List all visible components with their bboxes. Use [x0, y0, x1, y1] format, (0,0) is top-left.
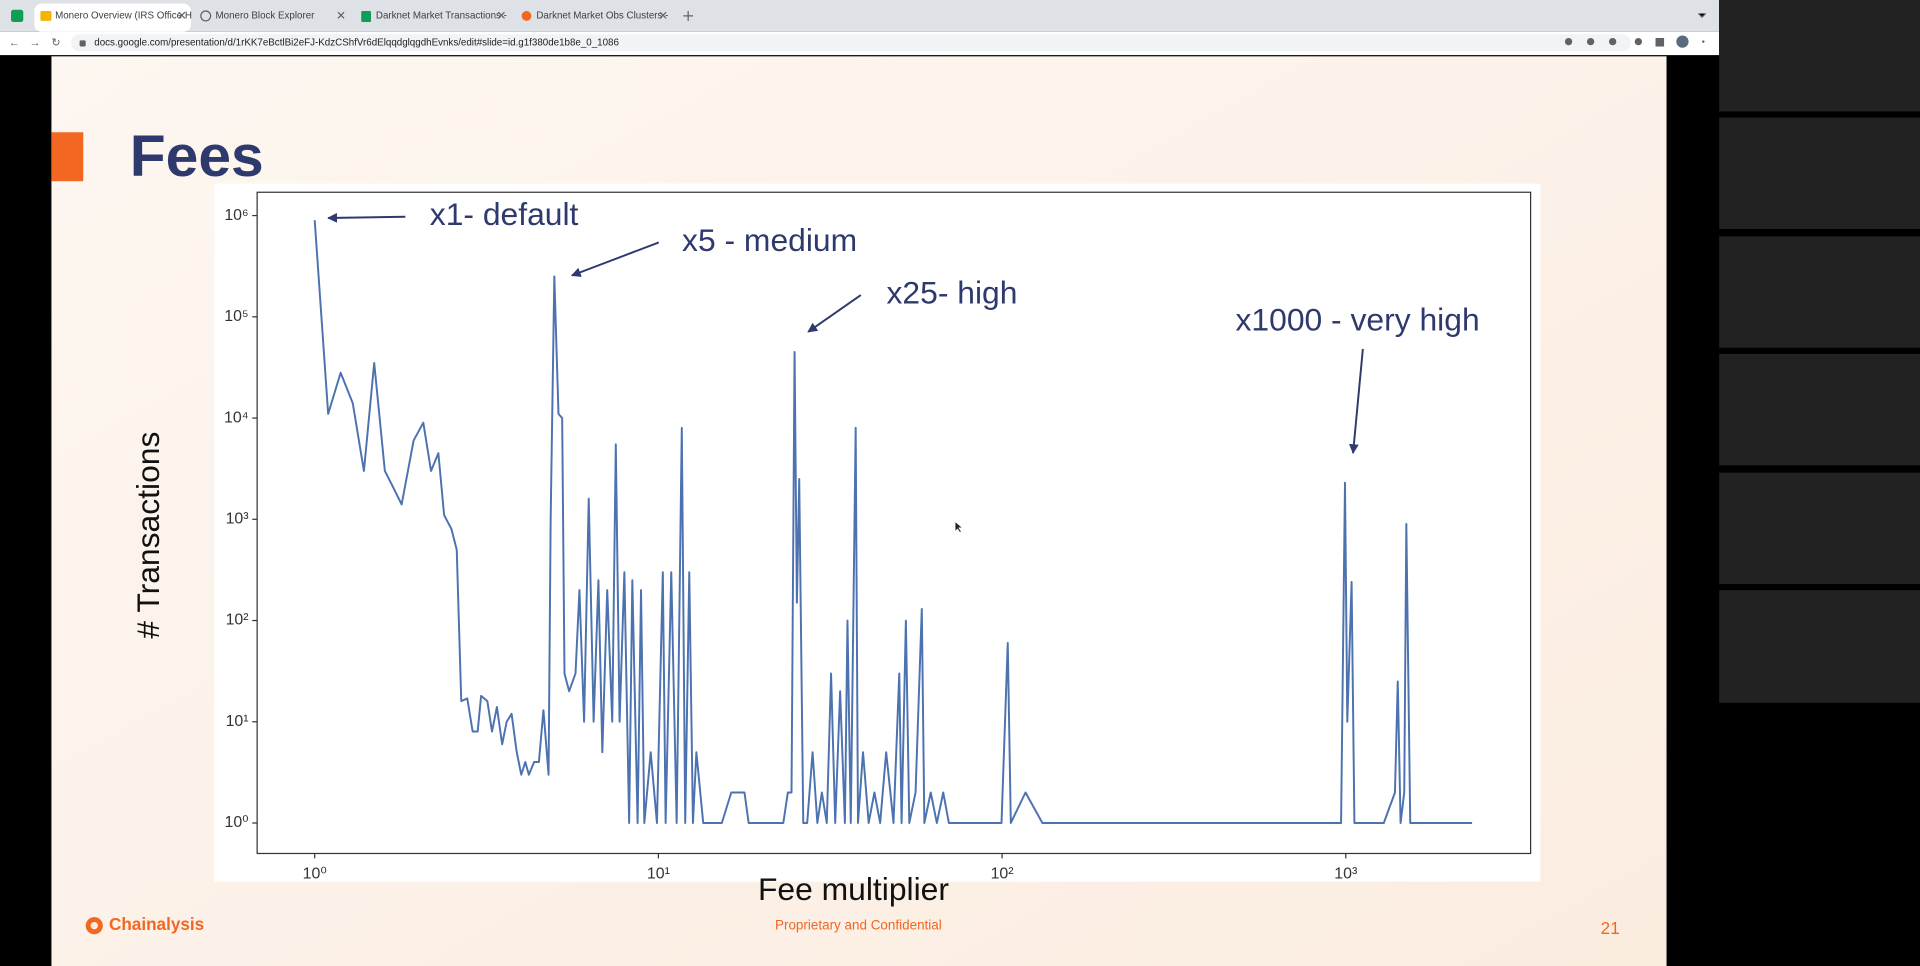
url[interactable]: docs.google.com/presentation/d/1rKK7eBct…: [94, 37, 619, 48]
app-icon: [11, 9, 24, 23]
y-tick-label: 10²: [226, 612, 249, 629]
lock-icon: [79, 40, 86, 47]
annotation: x1000 - very high: [1236, 301, 1480, 337]
address-bar[interactable]: [71, 34, 1632, 52]
y-axis-label: # Transactions: [130, 432, 166, 639]
annotation: x5 - medium: [682, 222, 857, 258]
x-tick-label: 10²: [991, 865, 1014, 882]
tab-title[interactable]: Darknet Market Obs Clusters -: [536, 11, 668, 22]
brand-logo: [85, 917, 103, 935]
tab-title[interactable]: Darknet Market Transactions -: [376, 11, 507, 22]
y-tick-label: 10⁴: [224, 409, 249, 426]
annotation: x25- high: [887, 275, 1018, 311]
page-number: 21: [1601, 918, 1620, 938]
plot-frame: [256, 191, 1532, 855]
svg-text:→: →: [29, 37, 40, 49]
annotation-arrow: [1349, 348, 1364, 455]
participant-tiles: [1719, 0, 1920, 703]
svg-text:↻: ↻: [51, 37, 60, 49]
y-tick-label: 10¹: [226, 713, 249, 730]
participants-panel: [1719, 0, 1920, 705]
tab-icon: [40, 11, 52, 21]
nav-buttons: ← → ↻: [9, 37, 61, 49]
tab-strip: [0, 0, 1720, 32]
title-accent: [51, 132, 84, 182]
data-line: [313, 220, 1473, 824]
annotation-arrow: [570, 241, 660, 277]
footer: Proprietary and Confidential: [775, 917, 942, 932]
tab-icon: [521, 11, 532, 21]
y-tick-label: 10³: [226, 510, 249, 527]
tab-close-icons: [178, 11, 1707, 21]
x-tick-label: 10⁰: [303, 865, 327, 882]
x-axis-label: Fee multiplier: [758, 871, 949, 907]
annotation-arrow: [327, 212, 406, 223]
annotation: x1- default: [430, 196, 579, 232]
tab-icon: [200, 10, 212, 22]
y-tick-label: 10⁰: [224, 814, 248, 831]
svg-text:←: ←: [9, 37, 20, 49]
tab-title[interactable]: Monero Overview (IRS Office H: [55, 11, 192, 22]
brand-name: Chainalysis: [109, 914, 204, 934]
toolbar-icons: [1564, 35, 1705, 48]
chart: 10⁰ 10¹ 10² 10³ 10⁰ 10¹ 10² 10³ 10⁴ 10⁵ 10⁶ Fee mul…: [130, 196, 1480, 907]
slide-title: Fees: [130, 124, 264, 189]
chart-image: [214, 183, 1541, 882]
x-tick-label: 10³: [1334, 865, 1357, 882]
annotation-arrow: [807, 294, 862, 333]
cursor: [954, 520, 964, 534]
active-tab[interactable]: [34, 3, 192, 32]
tab-icon: [361, 11, 372, 23]
x-tick-label: 10¹: [647, 865, 670, 882]
y-tick-label: 10⁶: [224, 207, 248, 224]
y-tick-label: 10⁵: [224, 308, 248, 325]
tab-title[interactable]: Monero Block Explorer: [216, 11, 316, 22]
